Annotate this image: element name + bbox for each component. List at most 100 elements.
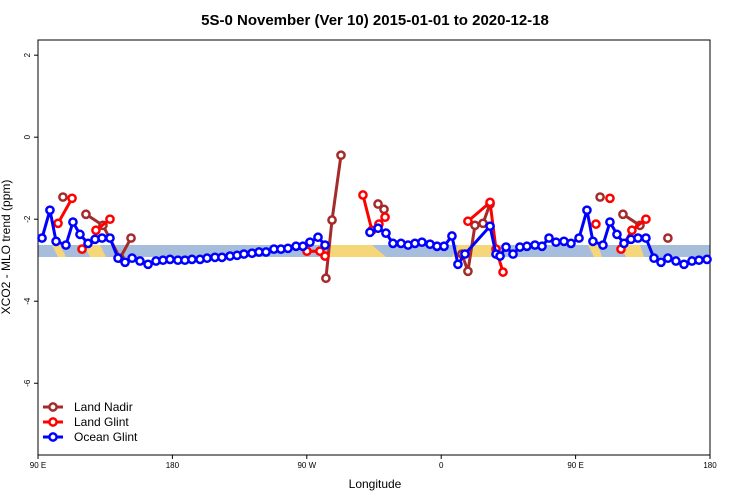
point <box>627 225 637 236</box>
plot-frame <box>37 39 711 456</box>
point <box>598 240 608 250</box>
point <box>595 192 605 202</box>
point <box>58 192 68 202</box>
point <box>618 209 628 220</box>
legend-marker <box>48 417 58 427</box>
point <box>485 197 495 208</box>
point <box>81 209 91 220</box>
point <box>463 266 473 277</box>
legend-marker <box>48 432 58 442</box>
point <box>463 216 473 227</box>
point <box>582 205 592 216</box>
point <box>202 253 212 264</box>
point <box>591 219 601 229</box>
y-tick-label: 0 <box>23 134 32 139</box>
land-patch <box>588 245 602 257</box>
point <box>77 244 87 254</box>
y-tick-label: 2 <box>23 52 32 57</box>
point <box>67 193 77 204</box>
land-patch <box>620 245 644 257</box>
point <box>388 238 398 249</box>
point <box>61 240 71 250</box>
point <box>447 231 457 241</box>
point <box>508 249 518 259</box>
point <box>656 257 666 268</box>
point <box>588 236 598 247</box>
point <box>566 238 576 249</box>
point <box>417 237 427 248</box>
point <box>37 233 47 243</box>
point <box>694 255 704 266</box>
point <box>551 237 561 248</box>
point <box>373 199 383 209</box>
point <box>641 233 651 243</box>
point <box>633 233 643 243</box>
point <box>75 229 85 240</box>
point <box>45 205 55 216</box>
point <box>321 273 331 284</box>
x-tick-label: 90 E <box>567 461 583 470</box>
point <box>313 232 323 243</box>
point <box>365 227 375 238</box>
point <box>379 204 389 215</box>
point <box>649 253 659 264</box>
legend-label: Land Nadir <box>74 400 133 414</box>
legend-marker <box>48 402 58 412</box>
point <box>470 220 480 231</box>
y-axis-label: XCO2 - MLO trend (ppm) <box>0 180 13 315</box>
land-patch <box>328 245 386 257</box>
y-tick-label: -4 <box>23 297 32 305</box>
point <box>671 256 681 266</box>
point <box>53 218 63 229</box>
point <box>537 241 547 252</box>
point <box>605 193 615 204</box>
point <box>51 236 61 247</box>
point <box>327 215 337 225</box>
point <box>187 254 197 265</box>
point <box>381 228 391 238</box>
point <box>305 237 315 248</box>
x-tick-label: 180 <box>703 461 717 470</box>
x-tick-label: 180 <box>166 461 180 470</box>
point <box>97 233 107 243</box>
x-tick-label: 0 <box>439 461 444 470</box>
point <box>298 241 308 252</box>
point <box>485 221 495 232</box>
point <box>612 229 622 240</box>
point <box>460 249 470 259</box>
legend-label: Land Glint <box>74 415 129 429</box>
point <box>336 150 346 161</box>
point <box>544 233 554 243</box>
point <box>679 259 689 270</box>
point <box>358 190 368 200</box>
point <box>105 214 115 225</box>
y-tick-label: -6 <box>23 379 32 387</box>
point <box>522 241 532 252</box>
point <box>105 233 115 243</box>
point <box>501 242 511 252</box>
x-tick-label: 90 W <box>297 461 316 470</box>
point <box>663 233 673 243</box>
point <box>605 217 615 227</box>
point <box>453 259 463 270</box>
point <box>83 238 93 249</box>
point <box>498 267 508 277</box>
point <box>239 249 249 259</box>
point <box>68 217 78 227</box>
legend-label: Ocean Glint <box>74 430 138 444</box>
point <box>143 259 153 270</box>
point <box>126 233 136 243</box>
point <box>165 254 175 265</box>
point <box>320 240 330 250</box>
point <box>495 251 505 261</box>
point <box>113 253 123 264</box>
point <box>702 254 712 265</box>
point <box>320 251 330 261</box>
point <box>283 243 293 254</box>
x-tick-label: 90 E <box>30 461 46 470</box>
point <box>380 212 390 223</box>
point <box>574 233 584 243</box>
land-band <box>38 245 710 257</box>
x-axis-label: Longitude <box>349 477 402 491</box>
